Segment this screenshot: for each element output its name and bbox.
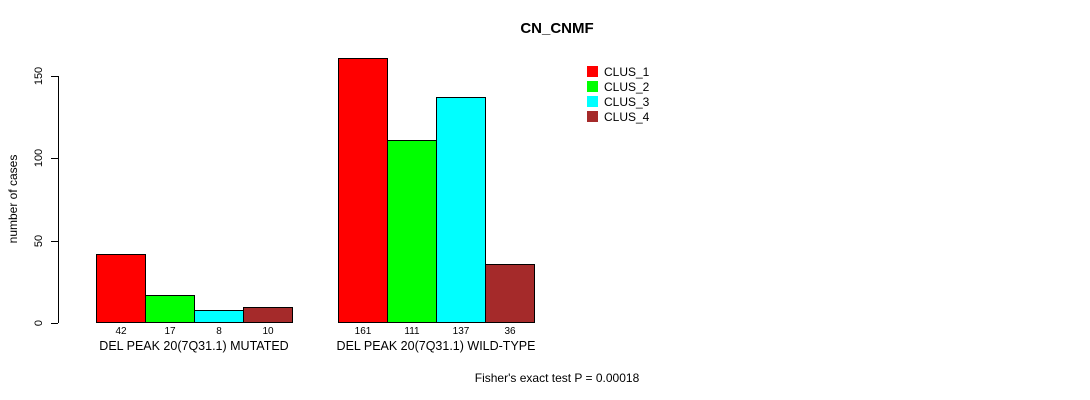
y-axis-tick xyxy=(51,76,58,77)
y-axis-tick xyxy=(51,241,58,242)
y-axis-tick-label: 100 xyxy=(33,148,45,168)
bar-clus_1-group1 xyxy=(96,254,146,323)
legend-item-label: CLUS_2 xyxy=(604,79,650,94)
bar-clus_4-group1 xyxy=(243,307,293,323)
bar-value-label: 8 xyxy=(216,326,222,337)
legend: CLUS_1 CLUS_2 CLUS_3 CLUS_4 xyxy=(587,64,649,124)
legend-swatch-clus_4 xyxy=(587,111,598,122)
legend-swatch-clus_1 xyxy=(587,66,598,77)
bar-clus_3-group1 xyxy=(194,310,244,323)
legend-swatch-clus_3 xyxy=(587,96,598,107)
y-axis-tick-label: 0 xyxy=(33,319,45,327)
y-axis-tick-label: 50 xyxy=(33,234,45,248)
legend-item: CLUS_1 xyxy=(587,64,649,79)
y-axis-tick xyxy=(51,158,58,159)
y-axis-tick xyxy=(51,323,58,324)
chart-title: CN_CNMF xyxy=(520,20,594,37)
y-axis-line xyxy=(58,76,59,323)
x-category-label: DEL PEAK 20(7Q31.1) MUTATED xyxy=(99,339,289,353)
bar-value-label: 42 xyxy=(115,326,127,337)
fisher-test-caption: Fisher's exact test P = 0.00018 xyxy=(474,371,640,385)
bar-value-label: 137 xyxy=(452,326,470,337)
bar-clus_1-group2 xyxy=(338,58,388,323)
y-axis-title: number of cases xyxy=(6,154,20,244)
legend-item-label: CLUS_3 xyxy=(604,94,650,109)
y-axis-tick-label: 150 xyxy=(33,66,45,86)
legend-item-label: CLUS_4 xyxy=(604,109,650,124)
legend-item: CLUS_4 xyxy=(587,109,649,124)
bar-value-label: 161 xyxy=(354,326,372,337)
legend-item-label: CLUS_1 xyxy=(604,64,650,79)
bar-clus_4-group2 xyxy=(485,264,535,323)
bar-clus_2-group2 xyxy=(387,140,437,323)
bar-value-label: 10 xyxy=(262,326,274,337)
bar-value-label: 111 xyxy=(404,326,420,337)
x-category-label: DEL PEAK 20(7Q31.1) WILD-TYPE xyxy=(336,339,536,353)
bar-value-label: 17 xyxy=(164,326,176,337)
bar-value-label: 36 xyxy=(504,326,516,337)
legend-item: CLUS_2 xyxy=(587,79,649,94)
bar-clus_3-group2 xyxy=(436,97,486,323)
legend-swatch-clus_2 xyxy=(587,81,598,92)
legend-item: CLUS_3 xyxy=(587,94,649,109)
bar-clus_2-group1 xyxy=(145,295,195,323)
